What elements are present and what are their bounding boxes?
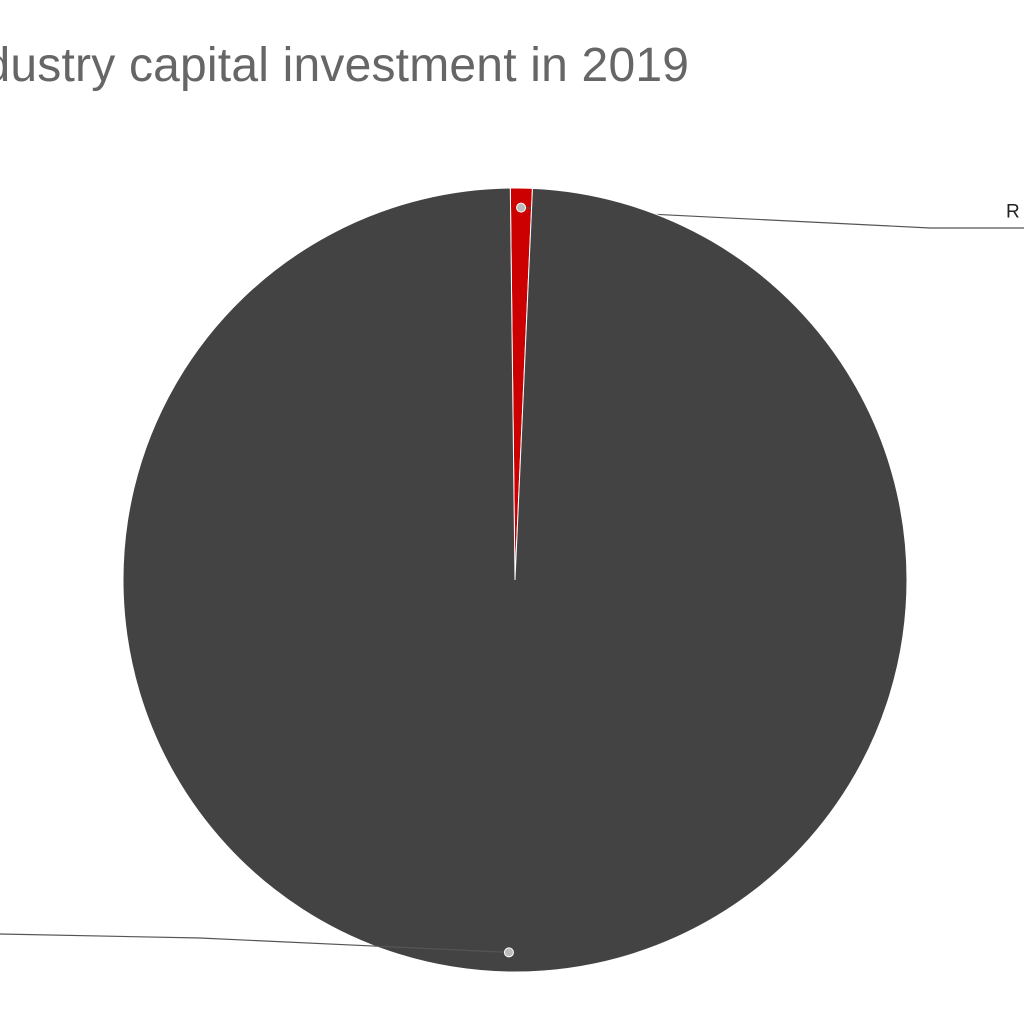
leader-line-1: [0, 933, 509, 953]
leader-marker-1: [503, 947, 514, 958]
chart-title: s industry capital investment in 2019: [0, 39, 690, 92]
pie-slice-1: [122, 187, 908, 973]
slice-label-0: R: [1006, 202, 1020, 223]
leader-marker-0: [516, 202, 527, 213]
